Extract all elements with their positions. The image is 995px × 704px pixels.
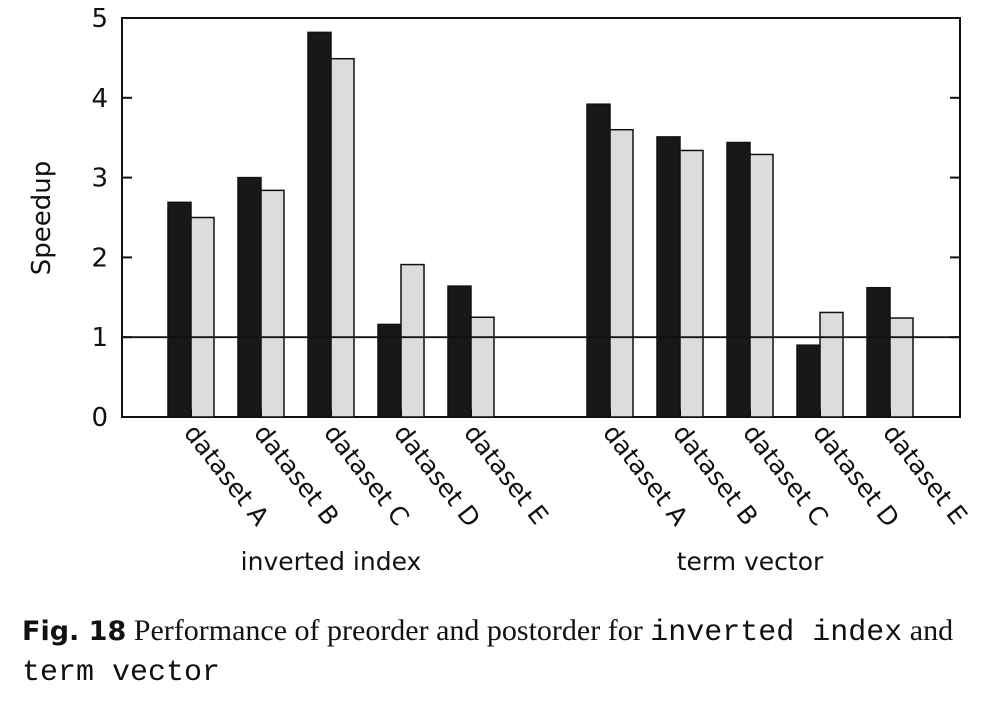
bar-term-vector-1-series-2 xyxy=(609,128,634,418)
caption-code-1: inverted index xyxy=(650,616,903,650)
caption-label: Fig. 18 xyxy=(22,616,127,647)
caption-text-2: and xyxy=(909,614,954,647)
y-tick-label: 3 xyxy=(91,164,108,194)
bar-term-vector-5-series-1 xyxy=(866,286,891,418)
bar-term-vector-3-series-1 xyxy=(726,141,751,418)
figure-caption: Fig. 18 Performance of preorder and post… xyxy=(22,612,977,692)
group-label: term vector xyxy=(677,547,824,576)
bar-inverted-index-5-series-1 xyxy=(447,285,472,418)
caption-code-2: term vector xyxy=(22,656,221,690)
plot-frame xyxy=(121,17,961,418)
bar-inverted-index-3-series-2 xyxy=(330,57,355,418)
y-tick-label: 4 xyxy=(91,84,108,114)
bar-term-vector-5-series-2 xyxy=(889,317,914,418)
y-tick-label: 0 xyxy=(91,403,108,433)
bar-term-vector-4-series-2 xyxy=(819,311,844,418)
bar-inverted-index-5-series-2 xyxy=(470,316,495,418)
bar-inverted-index-4-series-2 xyxy=(400,263,425,418)
y-tick-label: 5 xyxy=(91,4,108,34)
group-label: inverted index xyxy=(241,547,422,576)
bar-term-vector-1-series-1 xyxy=(586,103,611,418)
bar-term-vector-3-series-2 xyxy=(749,153,774,418)
y-axis-label: Speedup xyxy=(27,161,57,276)
bar-inverted-index-1-series-1 xyxy=(167,201,192,418)
bar-inverted-index-2-series-2 xyxy=(260,189,285,418)
bar-term-vector-2-series-1 xyxy=(656,136,681,418)
y-tick-label: 1 xyxy=(91,323,108,353)
y-tick-label: 2 xyxy=(91,243,108,273)
bar-term-vector-2-series-2 xyxy=(679,149,704,418)
caption-text-1: Performance of preorder and postorder fo… xyxy=(133,614,643,647)
bar-term-vector-4-series-1 xyxy=(796,344,821,418)
bar-inverted-index-4-series-1 xyxy=(377,323,402,418)
bar-inverted-index-3-series-1 xyxy=(307,31,332,418)
bar-inverted-index-2-series-1 xyxy=(237,176,262,418)
bar-inverted-index-1-series-2 xyxy=(190,216,215,418)
